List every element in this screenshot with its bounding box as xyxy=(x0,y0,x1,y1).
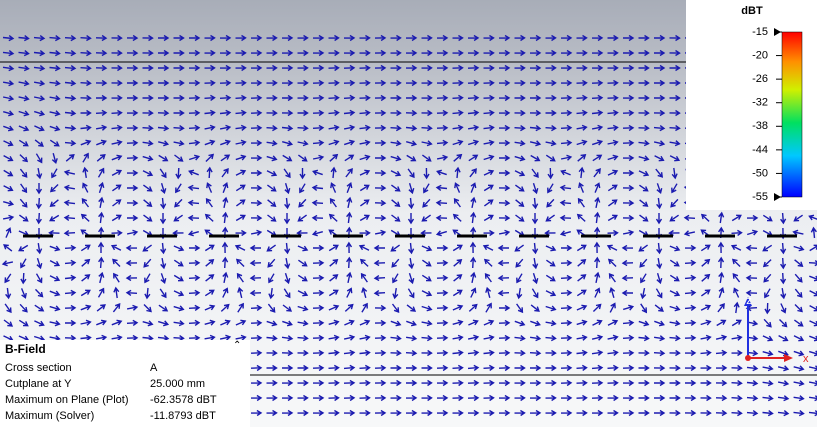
tick-label: -26 xyxy=(752,73,768,85)
colorbar-ticks: -15 -20 -26 -32 -38 -44 -50 -55 xyxy=(752,26,782,203)
tick-label: -32 xyxy=(752,97,768,109)
info-value: -11.8793 dBT xyxy=(150,410,216,422)
info-label: Cutplane at Y xyxy=(5,378,72,390)
origin xyxy=(745,355,751,361)
info-value: -62.3578 dBT xyxy=(150,394,217,406)
tick-label: -15 xyxy=(752,26,768,38)
info-value: A xyxy=(150,362,158,374)
colorbar xyxy=(781,31,803,198)
info-label: Cross section xyxy=(5,362,72,374)
info-title: B-Field xyxy=(5,342,46,356)
x-label: x xyxy=(803,353,809,365)
info-panel: B-Field ⌃ Cross section A Cutplane at Y 25.… xyxy=(0,340,250,427)
z-axis-head xyxy=(744,297,752,306)
z-label: z xyxy=(746,295,752,307)
tick-label: -55 xyxy=(752,191,768,203)
tick-label: -44 xyxy=(752,144,768,156)
info-label: Maximum on Plane (Plot) xyxy=(5,394,129,406)
colorbar-title: dBT xyxy=(741,5,763,17)
info-label: Maximum (Solver) xyxy=(5,410,95,422)
tick-label: -50 xyxy=(752,167,768,179)
info-value: 25.000 mm xyxy=(150,378,206,390)
tick-label: -38 xyxy=(752,120,768,132)
x-axis-head xyxy=(784,354,793,362)
tick-label: -20 xyxy=(752,49,768,61)
collapse-button[interactable]: ⌃ xyxy=(233,340,242,351)
